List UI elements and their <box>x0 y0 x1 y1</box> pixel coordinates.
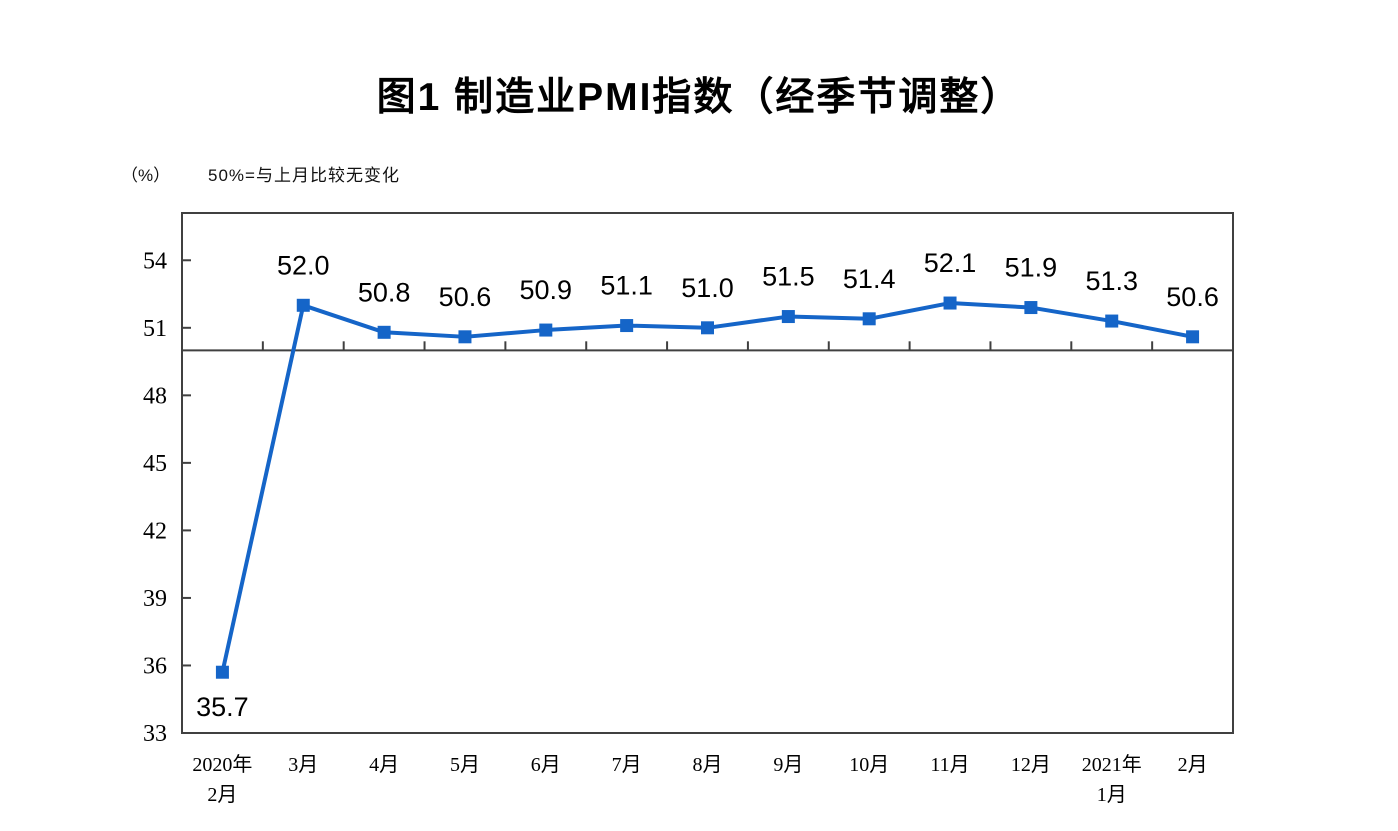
data-point-marker <box>701 321 714 335</box>
data-label: 50.6 <box>1166 282 1219 312</box>
x-axis-tick-label: 2021年 1月 <box>1082 753 1142 806</box>
x-axis-tick-label: 12月 <box>1011 754 1051 776</box>
series-markers <box>215 296 1200 679</box>
data-label: 51.0 <box>681 273 734 303</box>
x-axis-tick-label: 9月 <box>773 754 803 776</box>
data-point-marker <box>539 323 553 337</box>
data-point-marker <box>215 665 229 679</box>
x-axis-tick-label: 11月 <box>930 754 969 776</box>
chart-title: 图1 制造业PMI指数（经季节调整） <box>376 76 1022 119</box>
data-label: 51.5 <box>762 262 815 292</box>
pmi-series-line <box>220 301 1195 675</box>
x-axis-tick-label: 10月 <box>849 754 889 776</box>
y-axis-unit-label: （%） <box>121 166 171 185</box>
plot-area-border <box>181 212 1234 734</box>
data-point-marker <box>862 312 876 326</box>
x-axis-tick-label: 2月 <box>1178 754 1208 776</box>
x-axis-tick-label: 3月 <box>288 754 318 776</box>
y-axis-tick-label: 39 <box>143 586 167 612</box>
data-point-marker <box>1186 330 1200 344</box>
data-label: 50.9 <box>520 275 573 305</box>
y-axis-tick-label: 48 <box>143 383 167 409</box>
x-axis-labels: 2020年 2月 3月 4月 5月 6月 7月 8月 9月 10月 11月 12月 2021年 1月 2月 <box>192 753 1207 806</box>
y-axis-tick-label: 33 <box>143 721 167 747</box>
data-point-marker <box>1105 314 1119 328</box>
x-axis-tick-label: 5月 <box>450 754 480 776</box>
y-axis-tick-label: 36 <box>143 653 167 679</box>
data-point-marker <box>296 298 310 312</box>
data-point-marker <box>458 330 472 344</box>
x-axis-tick-label: 6月 <box>531 754 561 776</box>
data-label: 51.3 <box>1085 266 1138 296</box>
data-label: 35.7 <box>196 692 249 722</box>
data-point-marker <box>1024 301 1038 315</box>
y-axis-tick-label: 45 <box>143 451 167 477</box>
data-label: 50.8 <box>358 277 411 307</box>
x-axis-tick-label: 8月 <box>693 754 723 776</box>
data-label: 51.9 <box>1005 253 1058 283</box>
y-axis: 33 36 39 42 45 48 51 54 <box>143 248 191 747</box>
data-point-marker <box>377 325 391 339</box>
y-axis-tick-label: 51 <box>143 316 167 342</box>
data-label: 52.0 <box>277 250 330 280</box>
x-axis-tick-label: 4月 <box>369 754 399 776</box>
reference-line-note: 50%=与上月比较无变化 <box>208 166 400 185</box>
x-axis-tick-label: 2020年 2月 <box>192 753 252 806</box>
data-label: 51.1 <box>600 271 653 301</box>
data-label: 51.4 <box>843 264 896 294</box>
data-point-marker <box>943 296 957 310</box>
data-point-marker <box>620 319 634 333</box>
x-axis-tick-label: 7月 <box>612 754 642 776</box>
data-label: 52.1 <box>924 248 977 278</box>
data-labels: 35.7 52.0 50.8 50.6 50.9 51.1 51.0 51.5 51.4 52.1… <box>196 248 1219 722</box>
y-axis-tick-label: 54 <box>143 248 167 274</box>
y-axis-tick-label: 42 <box>143 518 167 544</box>
data-point-marker <box>781 310 795 324</box>
reference-line-50 <box>182 341 1233 352</box>
data-label: 50.6 <box>439 282 492 312</box>
